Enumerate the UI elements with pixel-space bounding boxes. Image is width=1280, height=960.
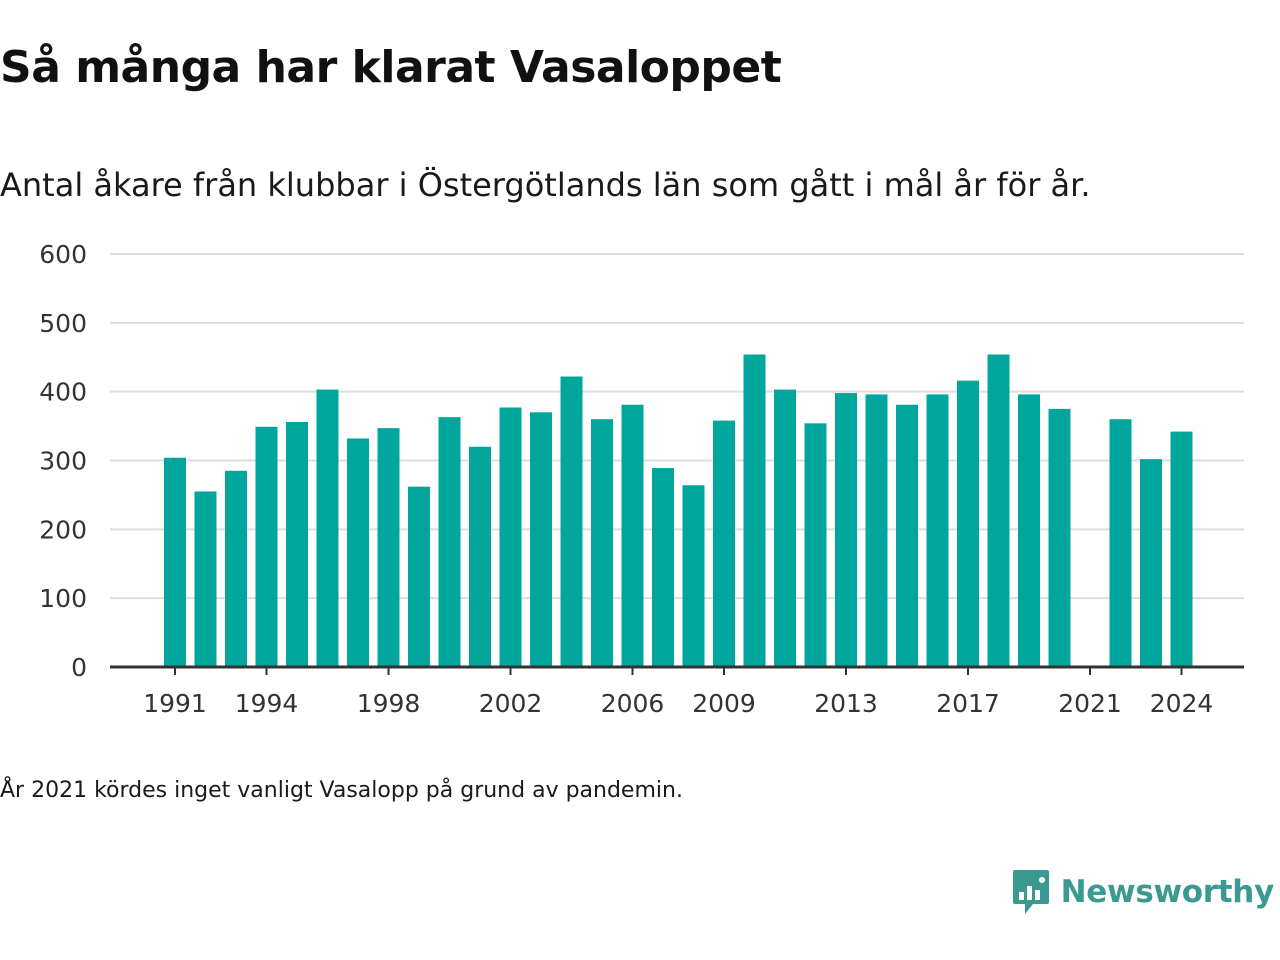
bar-2012 [804, 423, 827, 667]
newsworthy-logo-icon [1012, 870, 1049, 914]
bar-chart: 0 100 200 300 400 500 600 1991 1994 1998 2002 2006… [39, 240, 1244, 718]
footnote: År 2021 kördes inget vanligt Vasalopp på… [0, 778, 683, 803]
y-tick-label: 400 [39, 378, 87, 407]
y-tick-label: 100 [39, 584, 87, 613]
bar-2004 [560, 376, 583, 667]
bar-2002 [499, 407, 522, 667]
bar-2011 [774, 389, 796, 667]
x-tick-label: 2017 [936, 689, 1000, 718]
bar-2001 [469, 446, 491, 667]
bar-1999 [408, 486, 430, 667]
x-tick-label: 1994 [235, 689, 299, 718]
bar-2000 [438, 417, 461, 667]
bar-1997 [347, 438, 369, 667]
y-tick-label: 0 [71, 653, 87, 682]
bar-1998 [377, 428, 400, 667]
x-tick-label: 1991 [143, 689, 207, 718]
y-tick-label: 600 [39, 240, 87, 269]
x-tick-label: 2002 [479, 689, 543, 718]
bar-1996 [316, 389, 339, 667]
y-tick-label: 200 [39, 515, 87, 544]
x-tick-label: 1998 [357, 689, 421, 718]
bar-2003 [530, 412, 552, 667]
bar-1992 [194, 491, 217, 667]
bar-2023 [1140, 459, 1162, 667]
x-tick-label: 2024 [1150, 689, 1214, 718]
bar-2006 [621, 404, 644, 667]
bar-1993 [225, 470, 247, 667]
bar-2017 [957, 380, 979, 667]
bars [164, 354, 1193, 667]
bar-2009 [713, 420, 735, 667]
brand: Newsworthy [1011, 868, 1274, 916]
chart-title: Så många har klarat Vasaloppet [0, 42, 782, 93]
bar-2016 [926, 394, 949, 667]
bar-2007 [652, 468, 674, 667]
bar-1995 [286, 421, 308, 667]
bar-1994 [255, 426, 278, 667]
bar-2008 [682, 485, 705, 667]
bar-2013 [835, 393, 857, 667]
bar-2014 [865, 394, 888, 667]
y-tick-label: 300 [39, 447, 87, 476]
x-tick-label: 2006 [601, 689, 665, 718]
bar-2005 [591, 419, 613, 667]
x-axis-ticks: 1991 1994 1998 2002 2006 2009 2013 2017 2021 2024 [143, 667, 1213, 718]
brand-name: Newsworthy [1060, 874, 1275, 910]
gridlines [110, 253, 1244, 600]
bar-2022 [1109, 419, 1132, 667]
bar-2015 [896, 404, 918, 667]
y-axis-ticks: 0 100 200 300 400 500 600 [39, 240, 87, 682]
bar-2019 [1018, 394, 1040, 667]
x-tick-label: 2013 [814, 689, 878, 718]
bar-1991 [164, 457, 186, 667]
x-tick-label: 2009 [692, 689, 756, 718]
chart-subtitle: Antal åkare från klubbar i Östergötlands… [0, 166, 1091, 204]
bar-2010 [743, 354, 766, 667]
bar-2020 [1048, 408, 1071, 667]
bar-2018 [987, 354, 1010, 667]
x-tick-label: 2021 [1058, 689, 1122, 718]
bar-2024 [1170, 431, 1193, 667]
y-tick-label: 500 [39, 309, 87, 338]
